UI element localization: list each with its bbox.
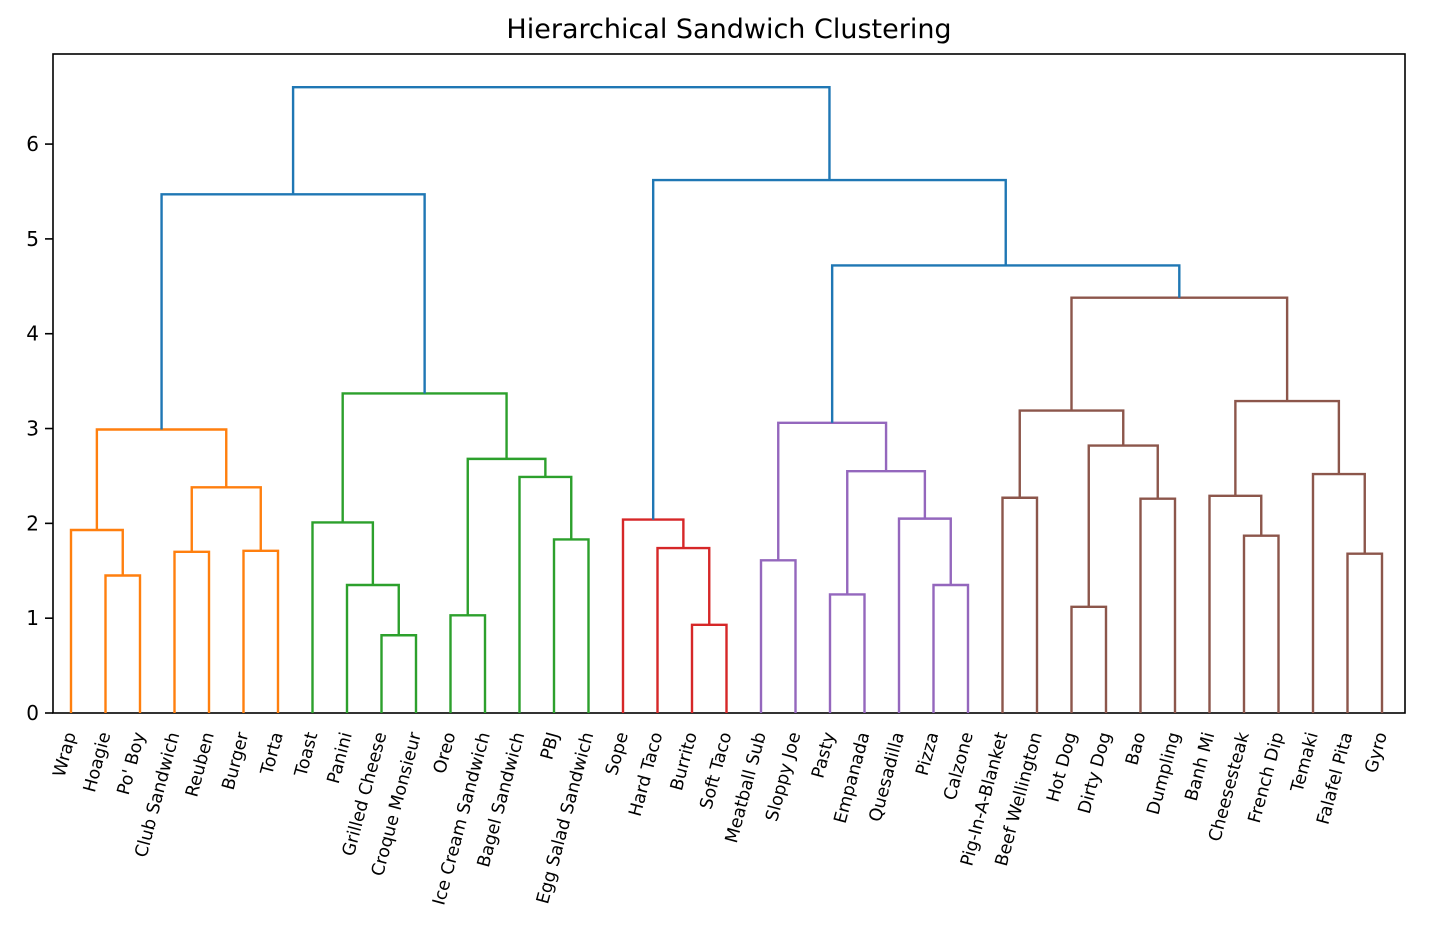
dendrogram-link [1139,497,1177,713]
dendrogram-link [95,428,228,530]
leaf-label: Quesadilla [866,730,909,824]
leaf-label: Toast [291,730,322,780]
dendrogram-link [1087,444,1159,607]
dendrogram-link [830,264,1181,423]
y-tick-label: 6 [26,132,39,156]
dendrogram-link [777,421,888,561]
leaf-label: Soft Taco [697,730,737,811]
leaf-label: Pasty [808,730,839,780]
y-tick-label: 1 [26,606,39,630]
leaf-label: Hard Taco [626,730,668,819]
dendrogram-link [621,518,685,713]
plot-frame [52,53,1406,714]
leaf-label: Reuben [182,730,218,799]
leaf-label: PBJ [537,730,563,762]
dendrogram-link [897,517,952,713]
leaf-label: Sope [602,730,633,777]
dendrogram-link [1234,399,1341,496]
leaf-label: Burrito [667,730,702,793]
dendrogram-link [1311,472,1366,713]
leaf-label: Po' Boy [114,730,150,797]
dendrogram-link [759,559,797,713]
dendrogram-link [160,193,426,430]
dendrogram-links [69,85,1384,713]
dendrogram-link [1070,605,1108,713]
leaf-label: Panini [324,730,357,786]
dendrogram-link [1001,496,1039,713]
y-tick-label: 4 [26,322,39,346]
leaf-label: Gyro [1362,730,1392,775]
leaf-label: Oreo [430,730,460,776]
dendrogram-link [690,623,728,713]
leaf-label: Calzone [941,730,978,802]
dendrogram-link [104,574,142,713]
dendrogram-link [173,550,211,713]
dendrogram-link [345,583,400,713]
leaf-label: French Dip [1245,730,1288,825]
leaf-label: Wrap [50,730,81,779]
leaf-label: Dirty Dog [1075,730,1116,816]
y-axis: 0 1 2 3 4 5 6 [26,132,53,725]
leaf-label: Banh Mi [1182,730,1220,803]
y-tick-label: 3 [26,417,39,441]
leaf-label: Dumpling [1144,730,1185,817]
dendrogram-link [828,593,866,713]
dendrogram-link [69,528,124,713]
leaf-label: Sloppy Joe [762,730,805,824]
dendrogram-link [242,549,280,713]
dendrogram-link [932,583,970,713]
leaf-label: Hoagie [80,730,115,794]
dendrogram-link [311,521,375,713]
y-tick-label: 2 [26,511,39,535]
y-tick-label: 0 [26,701,39,725]
leaf-label: Temaki [1287,730,1322,795]
y-tick-label: 5 [26,227,39,251]
leaf-label: Pizza [913,730,944,778]
leaf-label: Torta [257,730,288,778]
dendrogram-link [466,457,547,616]
dendrogram-link [1208,494,1263,713]
leaf-label: Burger [219,729,254,792]
dendrogram-link [380,634,418,713]
dendrogram-link [1070,296,1289,411]
leaf-label: Bao [1122,730,1150,767]
leaf-label: Hot Dog [1043,730,1081,804]
dendrogram-link [449,614,487,713]
dendrogram-link [1346,552,1384,713]
dendrogram-link [552,538,590,713]
dendrogram-link [656,546,711,713]
dendrogram-link [1018,409,1125,498]
dendrogram-link [1242,534,1280,713]
chart-title: Hierarchical Sandwich Clustering [506,14,951,45]
dendrogram-link [846,470,927,595]
dendrogram-link [518,475,573,713]
dendrogram-link [651,178,1007,520]
dendrogram-link [190,486,262,552]
dendrogram-link [291,85,831,195]
